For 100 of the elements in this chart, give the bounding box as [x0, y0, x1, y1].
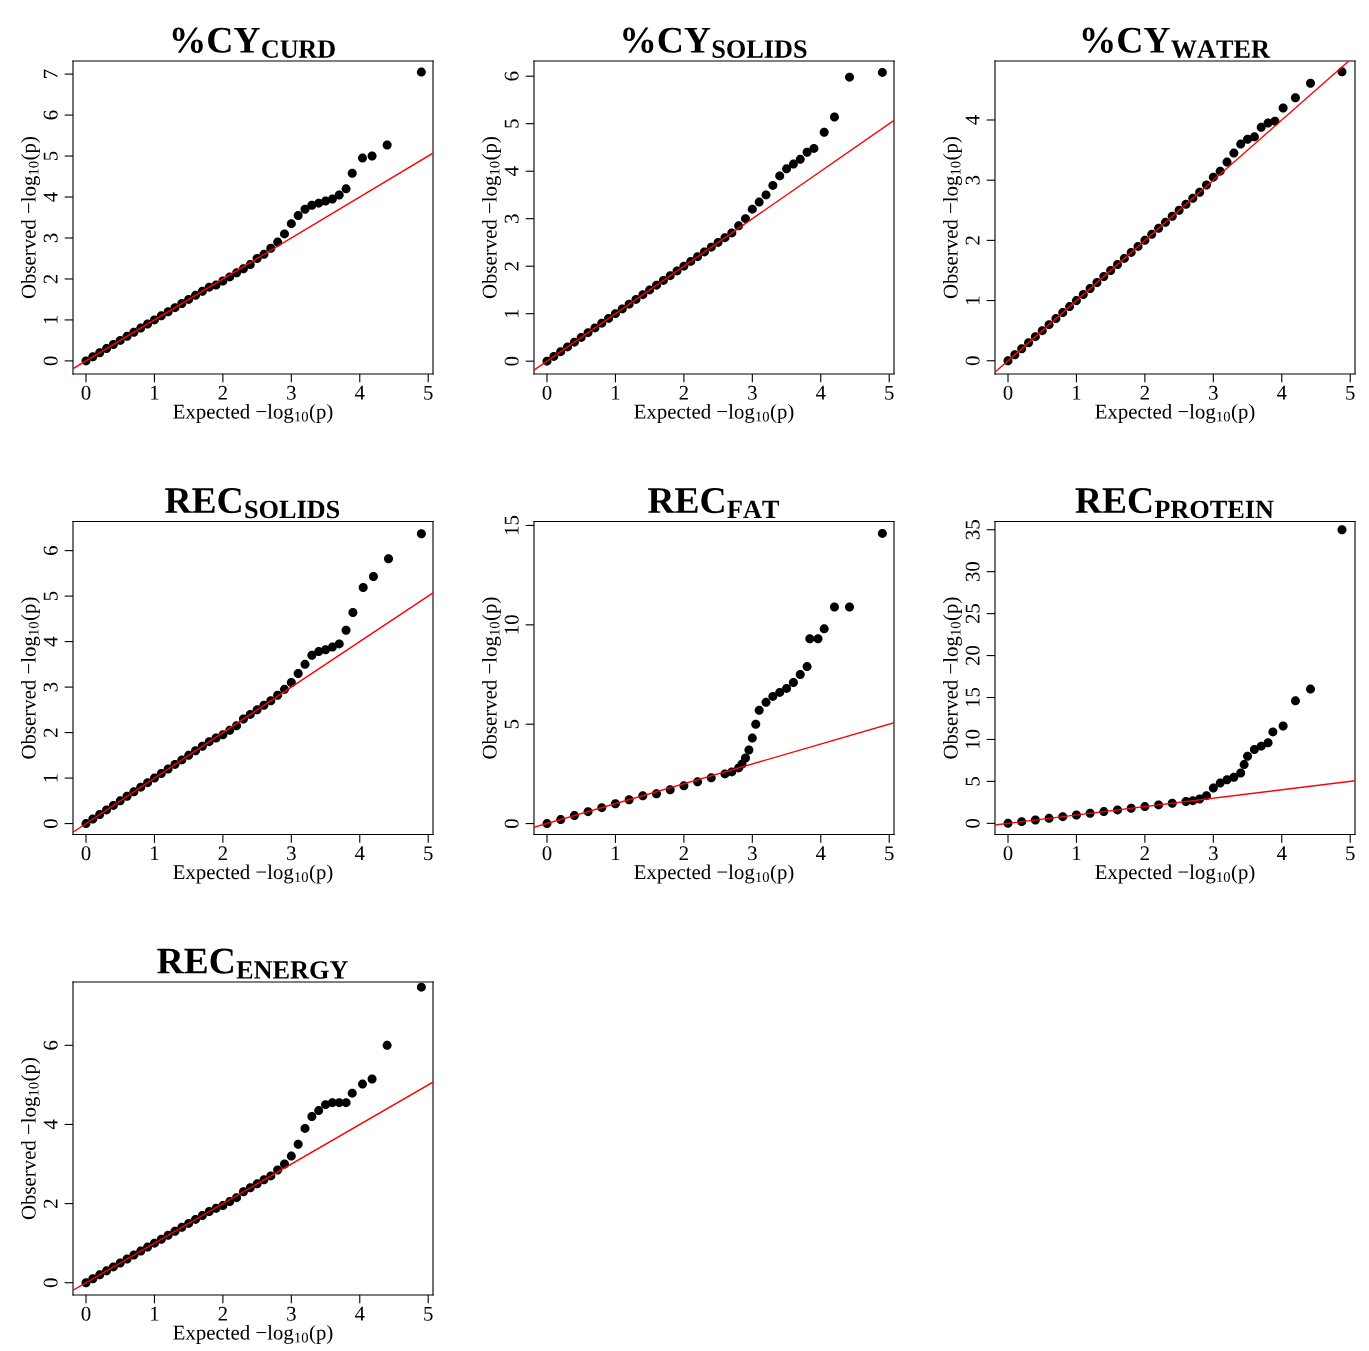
y-tick-label: 6 — [43, 1040, 58, 1050]
y-axis-title: Observed −log$_{10}$(p) — [21, 1058, 40, 1220]
x-tick-label: 5 — [424, 1306, 433, 1321]
x-tick-label: 0 — [81, 385, 91, 400]
point — [775, 171, 785, 181]
point — [747, 204, 757, 214]
y-tick-label: 2 — [43, 274, 58, 284]
x-axis-title: Expected −log$_{10}$(p) — [173, 1325, 333, 1344]
point — [819, 127, 829, 137]
chart-title: %CY$_{SOLIDS}$ — [623, 27, 807, 58]
point — [754, 705, 764, 715]
point — [782, 164, 792, 174]
point — [802, 662, 812, 672]
point — [1243, 134, 1253, 144]
y-axis-title: Observed −log$_{10}$(p) — [21, 597, 40, 759]
y-tick-label: 2 — [43, 1199, 58, 1208]
point — [845, 72, 855, 82]
x-tick-label: 5 — [885, 385, 894, 400]
y-tick-label: 0 — [43, 1278, 58, 1288]
x-tick-label: 0 — [81, 846, 91, 861]
point — [348, 607, 358, 617]
point — [334, 639, 344, 649]
point — [307, 650, 317, 660]
x-tick-label: 0 — [1003, 846, 1013, 861]
point — [819, 624, 829, 634]
y-tick-label: 7 — [43, 69, 58, 78]
y-axis-title: Observed −log$_{10}$(p) — [21, 137, 40, 299]
point — [754, 197, 764, 207]
x-tick-label: 1 — [1073, 385, 1081, 400]
y-tick-label: 1 — [504, 309, 519, 318]
point — [347, 1088, 357, 1098]
point — [341, 1098, 351, 1108]
point — [768, 180, 778, 190]
point — [300, 1123, 310, 1133]
point — [341, 625, 351, 635]
point — [1278, 721, 1288, 731]
x-tick-label: 4 — [815, 846, 826, 861]
point — [740, 214, 750, 224]
point — [286, 219, 296, 229]
point — [813, 634, 823, 644]
x-tick-label: 3 — [287, 1306, 296, 1321]
y-tick-label: 6 — [504, 71, 519, 81]
y-tick-label: 6 — [43, 546, 58, 555]
x-tick-label: 3 — [748, 846, 757, 861]
point — [1290, 93, 1300, 103]
point — [809, 143, 819, 153]
point — [286, 1151, 296, 1161]
y-tick-label: 4 — [43, 636, 58, 647]
x-tick-label: 3 — [748, 385, 757, 400]
chart-title: REC$_{FAT}$ — [648, 488, 780, 519]
point — [321, 645, 331, 655]
y-tick-label: 2 — [504, 262, 519, 271]
point — [293, 668, 303, 678]
x-tick-label: 1 — [612, 846, 620, 861]
x-axis-title: Expected −log$_{10}$(p) — [173, 404, 333, 423]
y-tick-label: 30 — [965, 562, 980, 582]
y-tick-label: 1 — [43, 774, 58, 782]
point — [1243, 751, 1253, 761]
point — [300, 659, 310, 669]
point — [382, 1040, 392, 1050]
x-tick-label: 1 — [1073, 846, 1081, 861]
x-tick-label: 2 — [218, 385, 227, 400]
point — [1278, 103, 1288, 113]
point — [1256, 122, 1266, 132]
point — [358, 153, 368, 163]
point — [416, 982, 426, 992]
point — [788, 677, 798, 687]
y-tick-label: 4 — [43, 1119, 58, 1130]
point — [307, 1112, 317, 1122]
point — [368, 572, 378, 582]
point — [279, 229, 289, 239]
chart-title: %CY$_{WATER}$ — [1082, 27, 1271, 59]
point — [775, 687, 785, 697]
point — [1229, 148, 1239, 158]
point — [740, 753, 750, 763]
x-tick-label: 1 — [151, 846, 159, 861]
y-tick-label: 20 — [965, 645, 980, 666]
point — [1222, 157, 1232, 167]
point — [747, 733, 757, 743]
point — [314, 1106, 324, 1116]
chart-title: REC$_{SOLIDS}$ — [165, 488, 340, 519]
y-axis-title: Observed −log$_{10}$(p) — [943, 597, 962, 759]
point — [829, 602, 839, 612]
point — [384, 554, 394, 564]
point — [795, 670, 805, 680]
x-tick-label: 5 — [424, 846, 433, 861]
y-tick-label: 25 — [965, 604, 980, 624]
point — [751, 719, 761, 729]
point — [1306, 684, 1316, 694]
x-axis-title: Expected −log$_{10}$(p) — [634, 404, 794, 423]
x-tick-label: 4 — [1276, 385, 1287, 400]
point — [1268, 727, 1278, 737]
point — [334, 190, 344, 200]
point — [367, 1074, 377, 1084]
point — [416, 529, 426, 539]
point — [829, 112, 839, 122]
y-tick-label: 6 — [43, 110, 58, 120]
y-axis-title: Observed −log$_{10}$(p) — [482, 597, 501, 759]
x-axis-title: Expected −log$_{10}$(p) — [173, 864, 333, 884]
x-tick-label: 2 — [1140, 846, 1149, 861]
